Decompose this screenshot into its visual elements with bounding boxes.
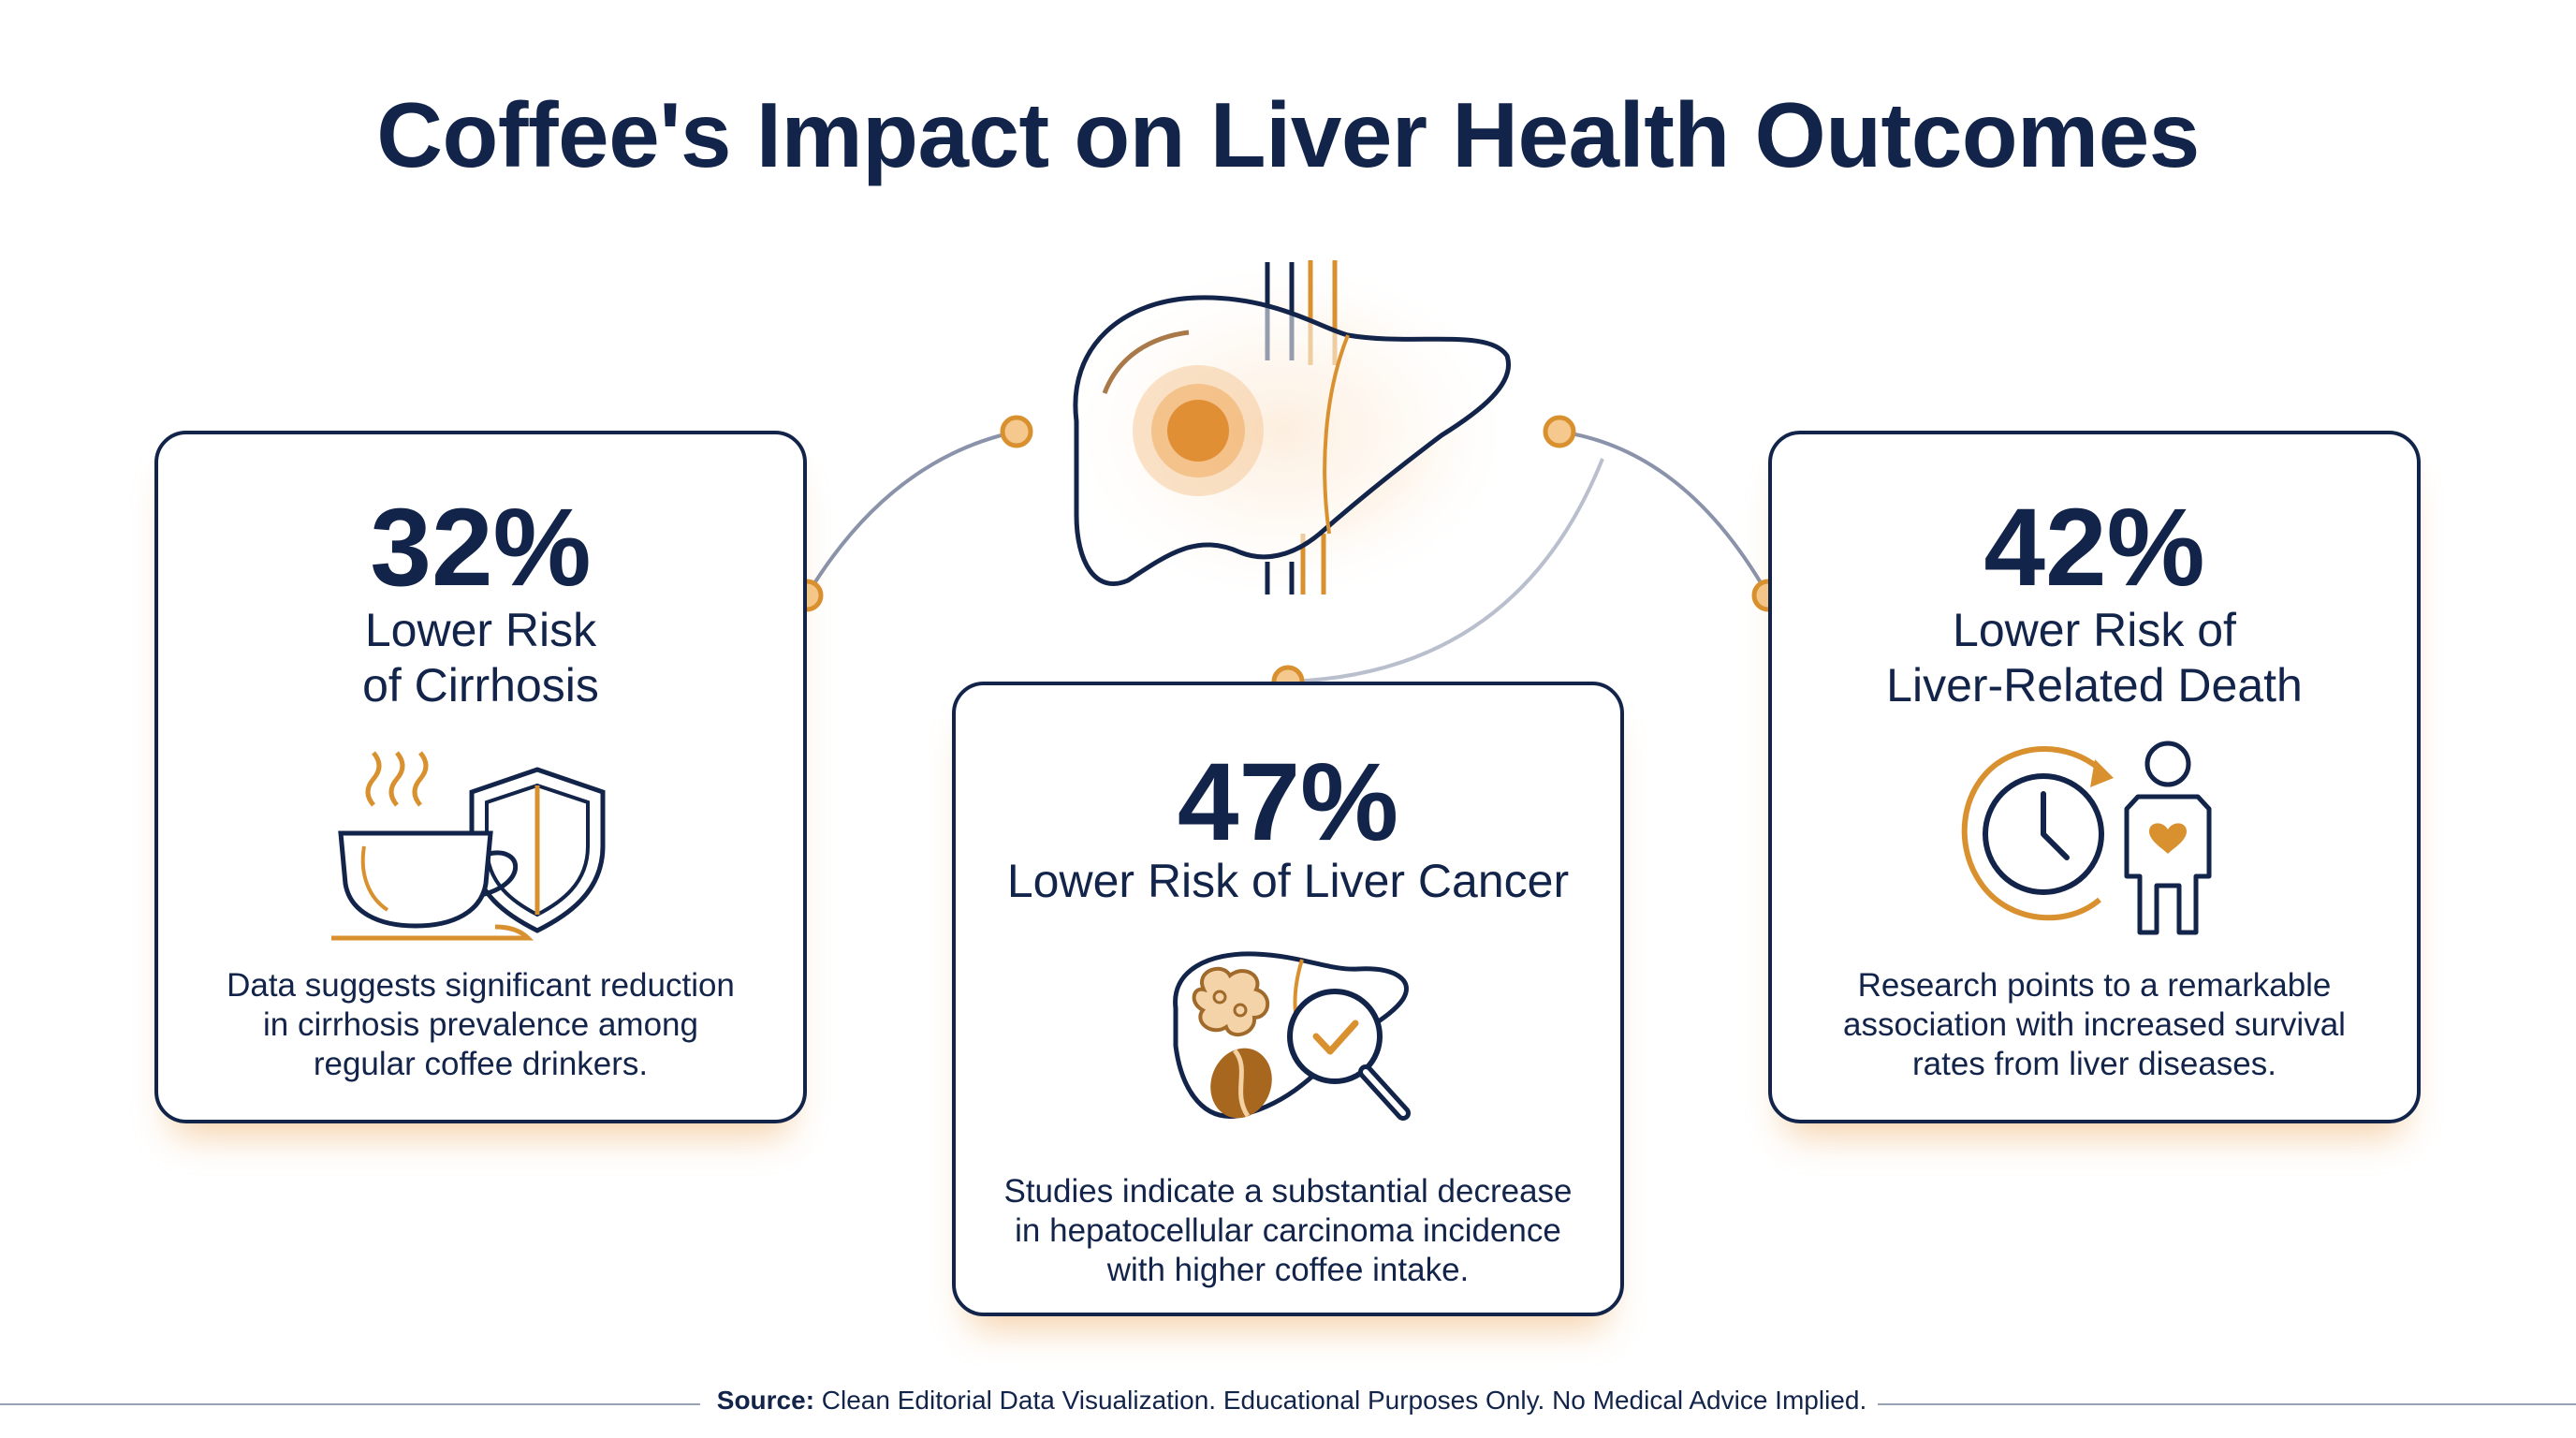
footer-divider-right — [1878, 1403, 2576, 1405]
source-footer: Source: Clean Editorial Data Visualizati… — [711, 1386, 1872, 1416]
stat-label-line1: Lower Risk of — [1953, 604, 2236, 656]
card-description-line1: Research points to a remarkable — [1857, 967, 2332, 1004]
stat-value: 47% — [1177, 741, 1399, 864]
stat-value: 32% — [370, 486, 592, 609]
card-description-line2: in hepatocellular carcinoma incidence — [1015, 1212, 1561, 1249]
card-description-line3: regular coffee drinkers. — [313, 1046, 649, 1082]
stat-value: 42% — [1983, 486, 2205, 609]
card-cirrhosis: 32% Lower Risk of Cirrhosis Data suggest… — [154, 431, 807, 1123]
source-text: Clean Editorial Data Visualization. Educ… — [814, 1386, 1867, 1415]
source-label: Source: — [716, 1386, 815, 1415]
coffee-cup-shield-icon — [331, 751, 606, 941]
card-description-line1: Data suggests significant reduction — [227, 967, 735, 1004]
card-description-line2: association with increased survival — [1843, 1006, 2346, 1043]
liver-icon — [1048, 257, 1516, 604]
connector-node — [1543, 415, 1576, 448]
stat-label-line1: Lower Risk — [364, 604, 597, 656]
connector-node — [1000, 415, 1033, 448]
stat-label-line2: of Cirrhosis — [362, 659, 599, 712]
liver-magnifier-check-icon — [1173, 951, 1411, 1121]
card-description-line3: with higher coffee intake. — [1106, 1252, 1470, 1288]
stat-label: Lower Risk of Liver Cancer — [1006, 855, 1570, 907]
page-title: Coffee's Impact on Liver Health Outcomes — [376, 83, 2200, 186]
card-description-line3: rates from liver diseases. — [1911, 1046, 2277, 1082]
card-description-line2: in cirrhosis prevalence among — [263, 1006, 698, 1043]
stat-label-line2: Liver-Related Death — [1886, 659, 2303, 712]
footer-divider-left — [0, 1403, 700, 1405]
card-description-line1: Studies indicate a substantial decrease — [1003, 1173, 1573, 1210]
card-liver-cancer: 47% Lower Risk of Liver Cancer Studies i… — [952, 682, 1624, 1316]
card-liver-death: 42% Lower Risk of Liver-Related Death Re… — [1768, 431, 2421, 1123]
clock-person-heart-icon — [1961, 741, 2212, 935]
